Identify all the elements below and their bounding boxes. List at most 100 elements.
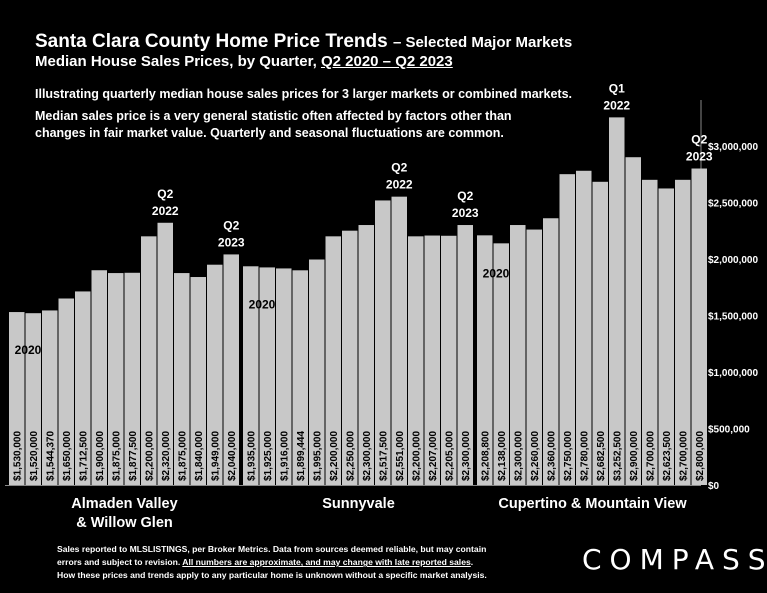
bar (292, 270, 308, 485)
bar (559, 174, 575, 485)
bar (190, 277, 206, 485)
bar-value-label: $2,517,500 (378, 431, 389, 481)
bar-value-label: $2,207,000 (428, 431, 439, 481)
bar-value-label: $1,916,000 (279, 431, 290, 481)
footer-line2-underlined: All numbers are approximate, and may cha… (182, 557, 471, 568)
bar (124, 272, 140, 485)
y-tick-label: $0 (708, 481, 720, 492)
annotation-label: Q2 (457, 189, 473, 203)
bar-value-label: $1,925,000 (263, 431, 274, 481)
bar-value-label: $1,995,000 (312, 431, 323, 481)
bar (543, 218, 559, 486)
bar (25, 313, 41, 485)
annotation-label: 2022 (603, 98, 630, 112)
group-label: Cupertino & Mountain View (498, 496, 687, 512)
bar (58, 298, 74, 485)
bar-chart: $0 $500,000 $1,000,000 $1,500,000 $2,000,000… (5, 81, 758, 531)
bar-value-label: $2,360,000 (546, 431, 557, 481)
annotation-label: 2020 (15, 343, 42, 357)
bar-value-label: $1,877,500 (128, 431, 139, 481)
bar (174, 273, 190, 485)
bar-value-label: $1,900,000 (95, 431, 106, 481)
bar (441, 235, 457, 485)
subtitle-prefix: Median House Sales Prices, by Quarter, (35, 53, 317, 70)
chart-title: Santa Clara County Home Price Trends – S… (35, 31, 572, 53)
bar (309, 259, 325, 485)
compass-logo: COMPASS (582, 543, 767, 576)
bar (375, 200, 391, 485)
y-tick-label: $500,000 (708, 424, 750, 435)
bar (141, 236, 157, 485)
bar-value-label: $2,200,000 (144, 431, 155, 481)
bar-value-label: $1,650,000 (62, 431, 73, 481)
annotation-label: 2022 (152, 204, 179, 218)
bar (510, 225, 526, 485)
annotation-label: Q2 (691, 133, 707, 147)
footer-line2-suffix: . (470, 557, 474, 568)
footer-line3: How these prices and trends apply to any… (57, 570, 487, 581)
bar (609, 117, 625, 485)
y-tick-label: $3,000,000 (708, 142, 758, 153)
note-illustrating: Illustrating quarterly median house sale… (35, 87, 572, 101)
bar-value-label: $1,935,000 (246, 431, 257, 481)
bar (259, 267, 275, 485)
bar (157, 222, 173, 485)
note-median-line2: changes in fair market value. Quarterly … (35, 126, 504, 140)
bar-value-label: $1,712,500 (78, 431, 89, 481)
bar (223, 254, 239, 485)
y-tick-label: $1,000,000 (708, 368, 758, 379)
annotation-label: 2022 (386, 178, 413, 192)
bar-value-label: $2,300,000 (461, 431, 472, 481)
bar-value-label: $2,900,000 (629, 431, 640, 481)
annotation-label: 2020 (483, 266, 510, 280)
annotation-label: 2023 (686, 150, 713, 164)
group-label: Sunnyvale (322, 496, 395, 512)
bar (342, 230, 358, 485)
bar-value-label: $2,320,000 (161, 431, 172, 481)
group-label: Almaden Valley (71, 496, 177, 512)
bar (391, 196, 407, 485)
annotation-label: Q2 (391, 161, 407, 175)
annotation-label: 2020 (249, 297, 276, 311)
bar (675, 179, 691, 485)
bar-value-label: $2,138,000 (497, 431, 508, 481)
bar (658, 188, 674, 485)
bar-value-label: $2,300,000 (513, 431, 524, 481)
annotation-label: 2023 (218, 235, 245, 249)
bar-value-label: $2,623,500 (662, 431, 673, 481)
bar-value-label: $2,750,000 (563, 431, 574, 481)
bar-value-label: $2,208,800 (480, 431, 491, 481)
bar (477, 235, 493, 485)
bar-value-label: $1,840,000 (194, 431, 205, 481)
bar (358, 225, 374, 485)
footer-disclaimer: Sales reported to MLSLISTINGS, per Broke… (57, 543, 487, 583)
bar-value-label: $2,800,000 (695, 431, 706, 481)
bar-value-label: $1,899,444 (296, 431, 307, 481)
bar (691, 168, 707, 486)
title-main: Santa Clara County Home Price Trends (35, 31, 388, 52)
bar (526, 229, 542, 485)
bar-value-label: $2,260,000 (530, 431, 541, 481)
bar (276, 268, 292, 485)
bar (493, 243, 509, 485)
bar (642, 179, 658, 485)
bar (9, 312, 25, 485)
annotation-label: Q2 (157, 187, 173, 201)
bar-value-label: $2,205,000 (444, 431, 455, 481)
footer-line1: Sales reported to MLSLISTINGS, per Broke… (57, 544, 487, 554)
title-suffix: – Selected Major Markets (392, 34, 573, 51)
bar (325, 236, 341, 485)
bar-value-label: $2,551,000 (395, 431, 406, 481)
bar-value-label: $2,250,000 (345, 431, 356, 481)
annotation-label: 2023 (452, 206, 479, 220)
bar (42, 310, 58, 485)
bar-value-label: $2,780,000 (579, 431, 590, 481)
bar-value-label: $2,682,500 (596, 431, 607, 481)
bar-value-label: $2,200,000 (329, 431, 340, 481)
footer-line2-prefix: errors and subject to revision. (57, 557, 181, 568)
y-tick-label: $2,500,000 (708, 198, 758, 209)
bar (243, 266, 259, 485)
bar (75, 291, 91, 485)
bar-value-label: $1,544,370 (45, 431, 56, 481)
bar-value-label: $1,520,000 (29, 431, 40, 481)
